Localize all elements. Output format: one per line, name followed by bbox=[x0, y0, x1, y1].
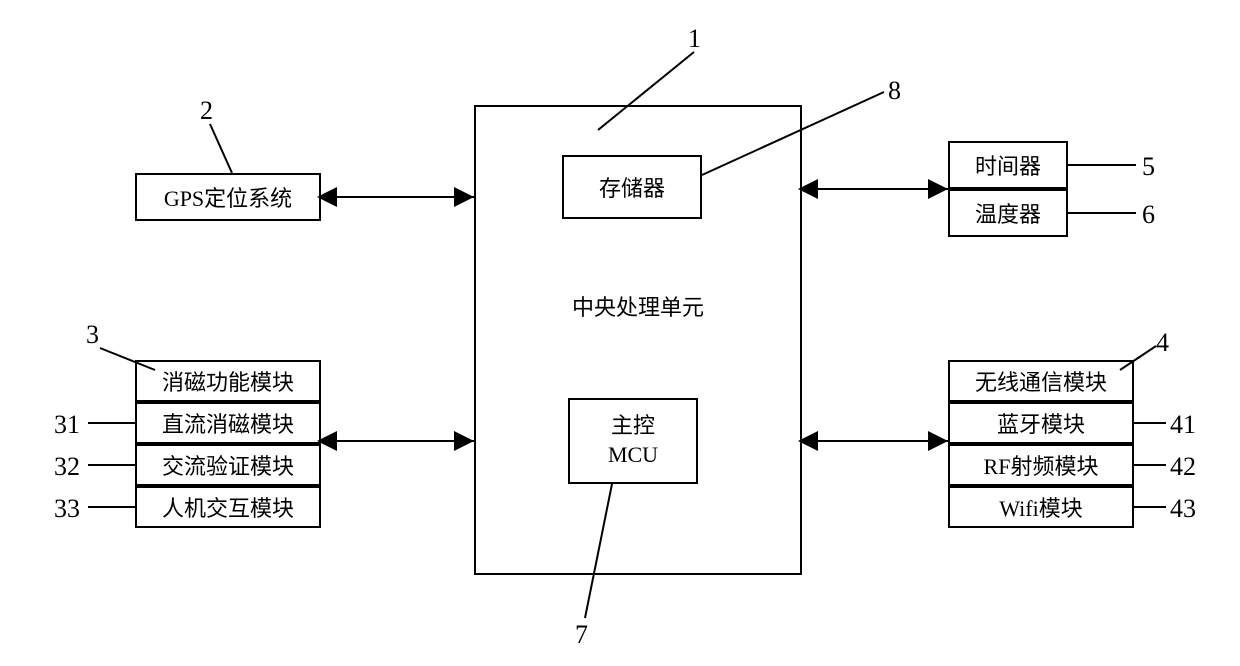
demag-row-1: 直流消磁模块 bbox=[135, 402, 321, 444]
num-43: 43 bbox=[1170, 494, 1196, 524]
wireless-row-0: 无线通信模块 bbox=[948, 360, 1134, 402]
num-3: 3 bbox=[86, 320, 99, 350]
demag-row-2: 交流验证模块 bbox=[135, 444, 321, 486]
wireless-label-1: 蓝牙模块 bbox=[997, 407, 1085, 439]
gps-label: GPS定位系统 bbox=[164, 181, 292, 213]
num-8: 8 bbox=[888, 76, 901, 106]
demag-row-0: 消磁功能模块 bbox=[135, 360, 321, 402]
timer-box: 时间器 bbox=[948, 141, 1068, 189]
num-32: 32 bbox=[54, 452, 80, 482]
wireless-label-2: RF射频模块 bbox=[984, 449, 1099, 481]
central-unit-title: 中央处理单元 bbox=[474, 290, 802, 322]
num-2: 2 bbox=[200, 96, 213, 126]
num-33: 33 bbox=[54, 494, 80, 524]
temp-box: 温度器 bbox=[948, 189, 1068, 237]
num-31: 31 bbox=[54, 410, 80, 440]
mcu-line1: 主控 bbox=[611, 412, 655, 441]
demag-label-0: 消磁功能模块 bbox=[162, 365, 294, 397]
wireless-row-2: RF射频模块 bbox=[948, 444, 1134, 486]
demag-label-1: 直流消磁模块 bbox=[162, 407, 294, 439]
num-1: 1 bbox=[688, 24, 701, 54]
wireless-row-1: 蓝牙模块 bbox=[948, 402, 1134, 444]
memory-box: 存储器 bbox=[562, 155, 702, 219]
mcu-box: 主控 MCU bbox=[568, 398, 698, 484]
num-4: 4 bbox=[1156, 328, 1169, 358]
num-42: 42 bbox=[1170, 452, 1196, 482]
mcu-line2: MCU bbox=[608, 441, 658, 470]
timer-label: 时间器 bbox=[975, 149, 1041, 181]
demag-label-2: 交流验证模块 bbox=[162, 449, 294, 481]
num-6: 6 bbox=[1142, 200, 1155, 230]
demag-row-3: 人机交互模块 bbox=[135, 486, 321, 528]
wireless-row-3: Wifi模块 bbox=[948, 486, 1134, 528]
num-5: 5 bbox=[1142, 152, 1155, 182]
wireless-label-0: 无线通信模块 bbox=[975, 365, 1107, 397]
num-7: 7 bbox=[575, 620, 588, 650]
temp-label: 温度器 bbox=[975, 197, 1041, 229]
demag-label-3: 人机交互模块 bbox=[162, 491, 294, 523]
gps-box: GPS定位系统 bbox=[135, 173, 321, 221]
memory-label: 存储器 bbox=[599, 171, 665, 203]
wireless-label-3: Wifi模块 bbox=[999, 491, 1082, 523]
num-41: 41 bbox=[1170, 410, 1196, 440]
